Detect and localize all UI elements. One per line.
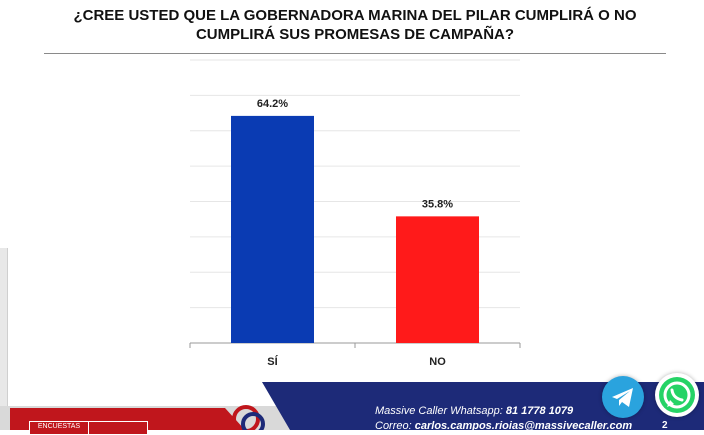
window-left-edge	[0, 248, 8, 430]
title-divider	[44, 53, 666, 54]
category-label-1: NO	[429, 356, 446, 368]
whatsapp-number: 81 1778 1079	[505, 405, 574, 417]
data-label-0: 64.2%	[257, 98, 288, 110]
footer-whatsapp-line: Massive Caller Whatsapp: 81 1778 1079	[375, 405, 573, 417]
telegram-icon[interactable]	[602, 376, 644, 418]
chart-bars	[231, 115, 479, 343]
email-address[interactable]: carlos.campos.rioias@massivecaller.com	[414, 420, 633, 432]
bar-0	[231, 115, 314, 343]
footer-badge-box	[88, 421, 148, 435]
category-label-0: SÍ	[267, 355, 278, 368]
whatsapp-icon[interactable]	[655, 373, 699, 417]
email-line-label: Correo:	[375, 420, 412, 432]
encuestas-badge: ENCUESTAS	[29, 421, 89, 435]
footer-email-line: Correo: carlos.campos.rioias@massivecall…	[375, 420, 632, 432]
page-number: 2	[662, 420, 668, 431]
chart-labels: 64.2% SÍ 35.8% NO	[257, 98, 453, 368]
chart-title: ¿CREE USTED QUE LA GOBERNADORA MARINA DE…	[73, 7, 637, 43]
bar-1	[396, 216, 479, 343]
data-label-1: 35.8%	[422, 198, 453, 210]
whatsapp-line-label: Massive Caller Whatsapp:	[375, 405, 503, 417]
